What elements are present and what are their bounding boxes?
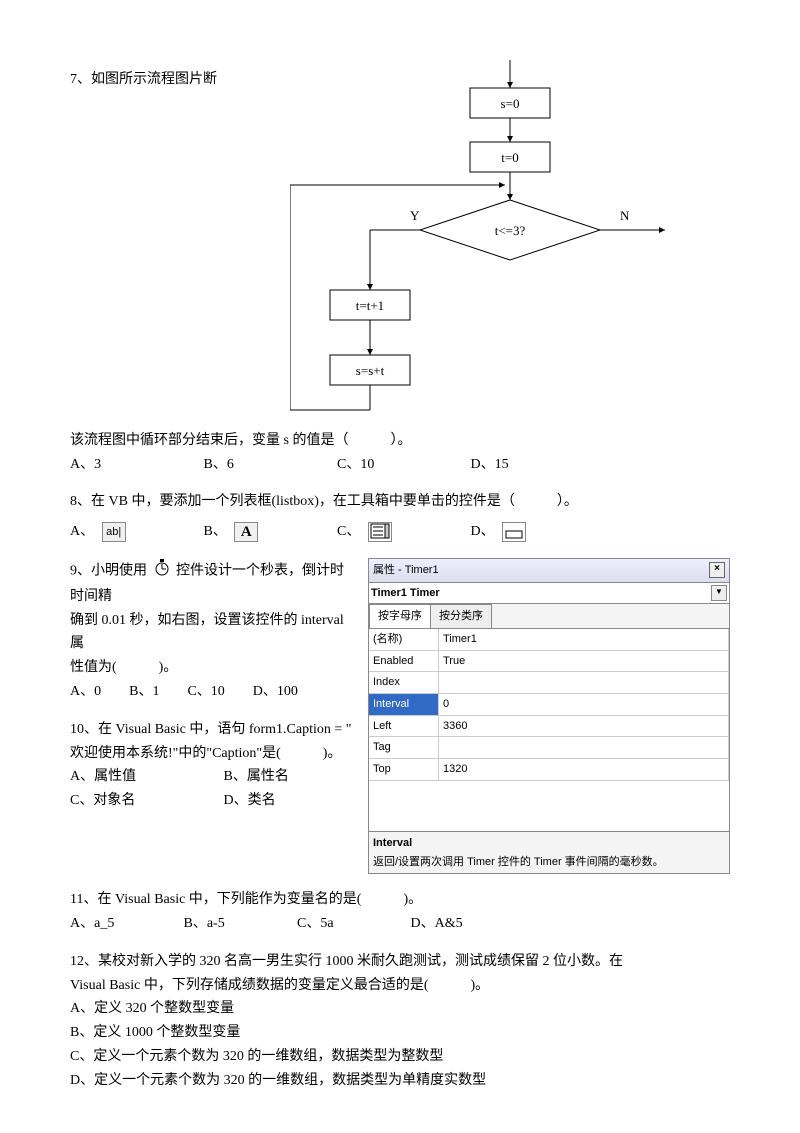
properties-panel: 属性 - Timer1 × Timer1 Timer ▼ 按字母序 按分类序 (… <box>368 558 730 874</box>
property-value[interactable]: Timer1 <box>439 629 729 651</box>
properties-desc-title: Interval <box>373 837 412 849</box>
q12-l1: 12、某校对新入学的 320 名高一男生实行 1000 米耐久跑测试，测试成绩保… <box>70 950 730 974</box>
q11-opt-a: A、a_5 <box>70 912 180 936</box>
property-value[interactable]: 1320 <box>439 759 729 781</box>
property-name[interactable]: Interval <box>369 694 439 716</box>
property-value[interactable]: True <box>439 651 729 673</box>
textbox-icon: ab| <box>102 522 126 542</box>
properties-object-name: Timer1 Timer <box>371 587 440 599</box>
q10-l1: 10、在 Visual Basic 中，语句 form1.Caption = " <box>70 718 356 742</box>
flow-box-sacc: s=s+t <box>356 363 385 378</box>
q7-opt-d: D、15 <box>471 453 601 477</box>
q12-opt-c: C、定义一个元素个数为 320 的一维数组，数据类型为整数型 <box>70 1045 730 1069</box>
q11-opt-d: D、A&5 <box>411 912 521 936</box>
q8-text: 8、在 VB 中，要添加一个列表框(listbox)，在工具箱中要单击的控件是（… <box>70 490 730 514</box>
property-name[interactable]: Index <box>369 672 439 694</box>
properties-tabs: 按字母序 按分类序 <box>369 604 729 629</box>
q9-l2: 确到 0.01 秒，如右图，设置该控件的 interval 属 <box>70 609 356 657</box>
q8-opt-a-label: A、 <box>70 524 94 539</box>
q11-text: 11、在 Visual Basic 中，下列能作为变量名的是( )。 <box>70 888 730 912</box>
q9-text: 9、小明使用 控件设计一个秒表，倒计时时间精 <box>70 558 356 609</box>
q7-opt-b: B、6 <box>204 453 334 477</box>
property-value[interactable] <box>439 737 729 759</box>
q11-opt-c: C、5a <box>297 912 407 936</box>
timer-icon <box>153 558 171 585</box>
properties-description: Interval 返回/设置两次调用 Timer 控件的 Timer 事件间隔的… <box>369 832 729 873</box>
flowchart: s=0 t=0 t<=3? Y N t=t+1 <box>290 60 670 429</box>
q12-l2: Visual Basic 中，下列存储成绩数据的变量定义最合适的是( )。 <box>70 974 730 998</box>
flowchart-svg: s=0 t=0 t<=3? Y N t=t+1 <box>290 60 670 420</box>
close-icon[interactable]: × <box>709 562 725 578</box>
q8-opt-b-label: B、 <box>204 524 227 539</box>
q8-opt-d-label: D、 <box>471 524 495 539</box>
q11-options: A、a_5 B、a-5 C、5a D、A&5 <box>70 912 730 936</box>
properties-titlebar: 属性 - Timer1 × <box>369 559 729 583</box>
property-name[interactable]: Tag <box>369 737 439 759</box>
q10-l2: 欢迎使用本系统!"中的"Caption"是( )。 <box>70 742 356 766</box>
flow-y-label: Y <box>410 208 420 223</box>
label-icon: A <box>234 522 258 542</box>
property-value[interactable]: 3360 <box>439 716 729 738</box>
flow-box-s0: s=0 <box>501 96 520 111</box>
properties-title-text: 属性 - Timer1 <box>373 561 439 580</box>
q12-opt-d: D、定义一个元素个数为 320 的一维数组，数据类型为单精度实数型 <box>70 1069 730 1093</box>
property-name[interactable]: Left <box>369 716 439 738</box>
q9-q10-row: 9、小明使用 控件设计一个秒表，倒计时时间精 确到 0.01 秒，如右图，设置该… <box>70 558 730 874</box>
question-7: 7、如图所示流程图片断 s=0 t=0 t <box>70 60 730 429</box>
properties-desc-body: 返回/设置两次调用 Timer 控件的 Timer 事件间隔的毫秒数。 <box>373 856 664 868</box>
q7-after: 该流程图中循环部分结束后，变量 s 的值是（ ）。 <box>70 429 730 453</box>
q11-opt-b: B、a-5 <box>184 912 294 936</box>
q9-opts: A、0 B、1 C、10 D、100 <box>70 680 356 704</box>
q8-opt-c-label: C、 <box>337 524 360 539</box>
q10-opt-d: D、类名 <box>224 793 276 808</box>
property-value[interactable]: 0 <box>439 694 729 716</box>
shape-icon <box>502 522 526 542</box>
tab-alphabetic[interactable]: 按字母序 <box>369 604 431 628</box>
chevron-down-icon[interactable]: ▼ <box>711 585 727 601</box>
property-name[interactable]: Top <box>369 759 439 781</box>
q7-opt-c: C、10 <box>337 453 467 477</box>
flow-box-t0: t=0 <box>501 150 518 165</box>
q7-options: A、3 B、6 C、10 D、15 <box>70 453 730 477</box>
flow-n-label: N <box>620 208 630 223</box>
q7-opt-a: A、3 <box>70 453 200 477</box>
q12-opt-b: B、定义 1000 个整数型变量 <box>70 1021 730 1045</box>
listbox-icon <box>368 522 392 542</box>
property-name[interactable]: (名称) <box>369 629 439 651</box>
q7-heading: 7、如图所示流程图片断 <box>70 60 217 92</box>
q12-opt-a: A、定义 320 个整数型变量 <box>70 997 730 1021</box>
flow-cond: t<=3? <box>495 223 526 238</box>
q10-opt-c: C、对象名 <box>70 789 220 813</box>
q9-l1a: 9、小明使用 <box>70 564 147 579</box>
q10-opts-row2: C、对象名 D、类名 <box>70 789 356 813</box>
properties-object-selector[interactable]: Timer1 Timer ▼ <box>369 583 729 605</box>
tab-categorized[interactable]: 按分类序 <box>430 604 492 628</box>
q10-opt-a: A、属性值 <box>70 765 220 789</box>
q10-opts-row1: A、属性值 B、属性名 <box>70 765 356 789</box>
q9-l3: 性值为( )。 <box>70 656 356 680</box>
property-value[interactable] <box>439 672 729 694</box>
property-name[interactable]: Enabled <box>369 651 439 673</box>
properties-grid: (名称)Timer1EnabledTrueIndexInterval0Left3… <box>369 629 729 832</box>
q10-opt-b: B、属性名 <box>224 769 289 784</box>
q8-options: A、 ab| B、 A C、 D、 <box>70 520 730 544</box>
property-grid-blank <box>369 781 729 832</box>
flow-box-tinc: t=t+1 <box>356 298 384 313</box>
